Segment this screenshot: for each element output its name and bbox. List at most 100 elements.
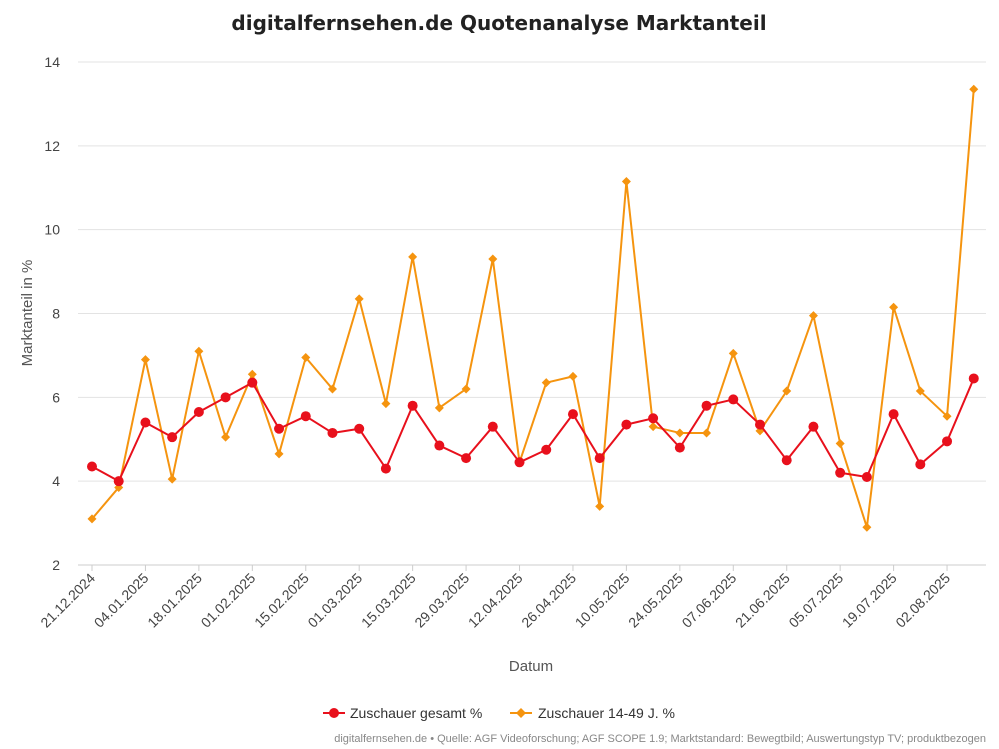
y-axis-ticks: 2 4 6 8 10 12 14 xyxy=(44,54,60,573)
data-point[interactable] xyxy=(247,369,257,379)
grid-lines xyxy=(78,61,986,566)
data-point[interactable] xyxy=(755,419,765,430)
x-tick-label: 15.03.2025 xyxy=(358,570,419,631)
data-point[interactable] xyxy=(648,422,658,432)
x-tick-label: 10.05.2025 xyxy=(572,570,633,631)
data-point[interactable] xyxy=(942,436,953,447)
data-point[interactable] xyxy=(674,442,685,453)
data-point[interactable] xyxy=(487,421,498,432)
data-point[interactable] xyxy=(327,384,337,394)
data-point[interactable] xyxy=(301,353,311,363)
x-tick-label: 12.04.2025 xyxy=(465,570,526,631)
data-point[interactable] xyxy=(675,428,685,438)
x-tick-label: 26.04.2025 xyxy=(518,570,579,631)
y-tick-label: 4 xyxy=(52,473,60,489)
data-point[interactable] xyxy=(87,514,97,524)
legend-item-14-49[interactable]: Zuschauer 14-49 J. % xyxy=(510,705,675,721)
x-tick-label: 18.01.2025 xyxy=(144,570,205,631)
data-point[interactable] xyxy=(862,522,872,532)
x-axis-ticks: 21.12.202404.01.202518.01.202501.02.2025… xyxy=(37,565,953,631)
data-point[interactable] xyxy=(220,392,231,403)
x-tick-label: 07.06.2025 xyxy=(679,570,740,631)
data-point[interactable] xyxy=(113,476,124,487)
legend-marker-gesamt xyxy=(329,708,339,718)
data-point[interactable] xyxy=(835,467,846,478)
data-point[interactable] xyxy=(274,423,285,434)
data-point[interactable] xyxy=(728,394,739,405)
legend: Zuschauer gesamt % Zuschauer 14-49 J. % xyxy=(323,705,675,721)
data-point[interactable] xyxy=(167,474,177,484)
data-point[interactable] xyxy=(247,377,258,388)
y-tick-label: 6 xyxy=(52,389,60,405)
data-point[interactable] xyxy=(621,419,632,430)
data-point[interactable] xyxy=(915,459,926,470)
data-point[interactable] xyxy=(407,400,418,411)
data-point[interactable] xyxy=(541,378,551,388)
data-point[interactable] xyxy=(87,461,97,472)
legend-marker-14-49 xyxy=(516,708,526,718)
data-point[interactable] xyxy=(380,463,391,474)
data-point[interactable] xyxy=(274,449,284,459)
data-point[interactable] xyxy=(194,346,204,356)
data-point[interactable] xyxy=(434,440,445,451)
data-point[interactable] xyxy=(381,399,391,409)
data-point[interactable] xyxy=(140,355,150,365)
data-point[interactable] xyxy=(782,386,792,396)
data-point[interactable] xyxy=(594,453,605,464)
data-point[interactable] xyxy=(140,417,151,428)
data-point[interactable] xyxy=(354,294,364,304)
legend-label-gesamt: Zuschauer gesamt % xyxy=(350,705,482,721)
data-point[interactable] xyxy=(702,428,712,438)
series-1 xyxy=(87,84,979,532)
x-tick-label: 15.02.2025 xyxy=(251,570,312,631)
data-point[interactable] xyxy=(595,501,605,511)
data-point[interactable] xyxy=(808,311,818,321)
data-point[interactable] xyxy=(541,444,552,455)
data-point[interactable] xyxy=(354,423,365,434)
x-tick-label: 24.05.2025 xyxy=(625,570,686,631)
data-point[interactable] xyxy=(300,411,311,422)
data-point[interactable] xyxy=(568,371,578,381)
data-point[interactable] xyxy=(461,384,471,394)
data-point[interactable] xyxy=(327,427,338,438)
x-tick-label: 05.07.2025 xyxy=(785,570,846,631)
data-point[interactable] xyxy=(621,176,631,186)
x-tick-label: 02.08.2025 xyxy=(892,570,953,631)
data-point[interactable] xyxy=(167,432,178,443)
data-point[interactable] xyxy=(808,421,819,432)
legend-label-14-49: Zuschauer 14-49 J. % xyxy=(538,705,675,721)
data-point[interactable] xyxy=(861,471,872,482)
chart-title: digitalfernsehen.de Quotenanalyse Markta… xyxy=(231,11,766,35)
x-tick-label: 29.03.2025 xyxy=(411,570,472,631)
y-tick-label: 2 xyxy=(52,557,60,573)
x-tick-label: 21.06.2025 xyxy=(732,570,793,631)
data-point[interactable] xyxy=(701,400,712,411)
data-point[interactable] xyxy=(514,457,525,468)
x-tick-label: 01.03.2025 xyxy=(304,570,365,631)
data-point[interactable] xyxy=(221,432,231,442)
data-point[interactable] xyxy=(969,84,979,94)
data-point[interactable] xyxy=(968,373,979,384)
data-point[interactable] xyxy=(781,455,792,466)
data-point[interactable] xyxy=(942,411,952,421)
data-point[interactable] xyxy=(488,254,498,264)
data-point[interactable] xyxy=(567,409,578,420)
data-point[interactable] xyxy=(408,252,418,262)
x-tick-label: 01.02.2025 xyxy=(198,570,259,631)
y-axis-label: Marktanteil in % xyxy=(19,260,36,367)
data-point[interactable] xyxy=(889,302,899,312)
data-point[interactable] xyxy=(434,403,444,413)
data-point[interactable] xyxy=(193,407,204,418)
data-point[interactable] xyxy=(835,438,845,448)
x-axis-label: Datum xyxy=(509,658,553,675)
data-point[interactable] xyxy=(648,413,659,424)
data-point[interactable] xyxy=(461,453,472,464)
x-tick-label: 19.07.2025 xyxy=(839,570,900,631)
data-point[interactable] xyxy=(728,348,738,358)
data-point[interactable] xyxy=(915,386,925,396)
series-line xyxy=(91,89,975,529)
legend-item-gesamt[interactable]: Zuschauer gesamt % xyxy=(323,705,482,721)
data-point[interactable] xyxy=(888,409,899,420)
y-tick-label: 8 xyxy=(52,306,60,322)
